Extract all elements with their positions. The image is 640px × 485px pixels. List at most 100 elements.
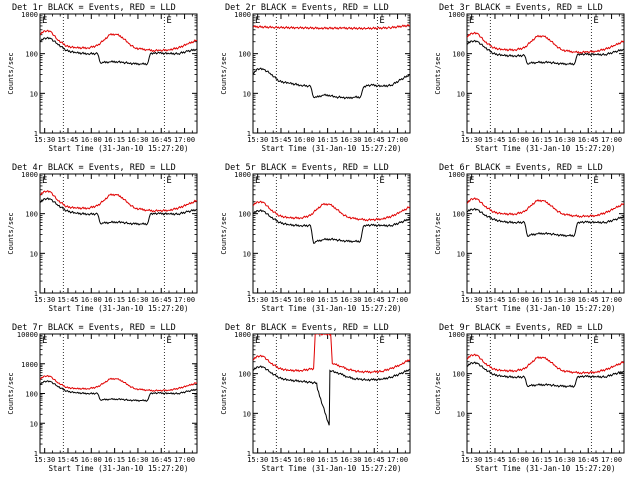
x-tick-label: 16:30 [554, 456, 575, 464]
detector-panel-7: Det 7r BLACK = Events, RED = LLD Counts/s… [7, 323, 198, 473]
series-events-line [467, 39, 624, 66]
y-axis-label: Counts/sec [7, 372, 15, 414]
y-axis-label: Counts/sec [220, 372, 228, 414]
y-tick-label: 1 [247, 290, 251, 298]
x-axis-label: Start Time (31-Jan-10 15:27:20) [262, 304, 402, 313]
plot-frame [466, 13, 625, 134]
y-tick-label: 1 [461, 450, 465, 458]
x-tick-label: 17:00 [387, 456, 408, 464]
x-tick-label: 16:45 [578, 456, 599, 464]
x-tick-label: 16:00 [508, 456, 529, 464]
series-lld-line [467, 197, 624, 218]
y-tick-label: 10 [30, 250, 38, 258]
corner-marker-left: E [255, 16, 260, 26]
x-tick-label: 16:15 [104, 136, 125, 144]
y-tick-label: 100 [238, 51, 251, 59]
x-tick-label: 16:00 [294, 456, 315, 464]
y-tick-label: 10000 [17, 331, 38, 339]
x-tick-label: 15:45 [484, 456, 505, 464]
y-axis-label: Counts/sec [220, 52, 228, 94]
x-tick-label: 16:45 [364, 456, 385, 464]
x-tick-label: 16:00 [508, 136, 529, 144]
x-tick-label: 16:45 [364, 296, 385, 304]
plot-frame [39, 173, 198, 294]
y-tick-label: 1000 [21, 361, 38, 369]
panel-title: Det 1r BLACK = Events, RED = LLD [12, 3, 176, 13]
x-tick-label: 17:00 [601, 296, 622, 304]
x-tick-label: 15:30 [34, 136, 55, 144]
corner-marker-right: E [379, 16, 384, 26]
x-tick-label: 16:30 [340, 456, 361, 464]
x-tick-label: 15:45 [57, 456, 78, 464]
x-tick-label: 17:00 [174, 296, 195, 304]
x-axis-label: Start Time (31-Jan-10 15:27:20) [262, 144, 402, 153]
x-tick-label: 15:45 [57, 296, 78, 304]
x-tick-label: 16:00 [508, 296, 529, 304]
panel-title: Det 9r BLACK = Events, RED = LLD [439, 323, 603, 333]
x-tick-label: 16:15 [104, 296, 125, 304]
y-axis-label: Counts/sec [7, 212, 15, 254]
x-tick-label: 15:30 [247, 456, 268, 464]
x-tick-label: 16:15 [317, 296, 338, 304]
x-tick-label: 15:30 [247, 136, 268, 144]
y-tick-label: 10 [30, 420, 38, 428]
detector-panel-3: Det 3r BLACK = Events, RED = LLD Counts/s… [434, 3, 625, 153]
series-lld-line [253, 23, 410, 31]
panel-title: Det 6r BLACK = Events, RED = LLD [439, 163, 603, 173]
series-lld-line [467, 31, 624, 54]
x-axis-label: Start Time (31-Jan-10 15:27:20) [262, 464, 402, 473]
series-lld-line [253, 334, 410, 374]
y-tick-label: 1 [247, 130, 251, 138]
x-tick-label: 15:30 [34, 296, 55, 304]
x-axis-label: Start Time (31-Jan-10 15:27:20) [476, 144, 616, 153]
x-tick-label: 16:00 [81, 456, 102, 464]
x-axis-label: Start Time (31-Jan-10 15:27:20) [49, 304, 189, 313]
corner-marker-right: E [379, 176, 384, 186]
x-axis-label: Start Time (31-Jan-10 15:27:20) [49, 144, 189, 153]
y-tick-label: 1000 [448, 331, 465, 339]
y-tick-label: 1 [461, 290, 465, 298]
series-events-line [253, 365, 410, 426]
plot-frame [39, 13, 198, 134]
y-tick-label: 1000 [234, 11, 251, 19]
x-tick-label: 16:00 [81, 296, 102, 304]
panel-title: Det 8r BLACK = Events, RED = LLD [225, 323, 389, 333]
x-tick-label: 16:00 [294, 136, 315, 144]
x-tick-label: 16:30 [340, 296, 361, 304]
x-tick-label: 15:45 [484, 296, 505, 304]
x-axis-label: Start Time (31-Jan-10 15:27:20) [476, 304, 616, 313]
y-tick-label: 100 [238, 371, 251, 379]
x-tick-label: 16:15 [531, 136, 552, 144]
detector-panel-6: Det 6r BLACK = Events, RED = LLD Counts/s… [434, 163, 625, 313]
y-tick-label: 1000 [448, 171, 465, 179]
y-tick-label: 1 [34, 290, 38, 298]
series-lld-line [467, 353, 624, 375]
x-tick-label: 16:45 [151, 296, 172, 304]
y-tick-label: 100 [25, 391, 38, 399]
series-lld-line [40, 29, 197, 53]
corner-marker-right: E [166, 336, 171, 346]
y-tick-label: 10 [243, 250, 251, 258]
corner-marker-right: E [593, 336, 598, 346]
y-axis-label: Counts/sec [220, 212, 228, 254]
panel-title: Det 3r BLACK = Events, RED = LLD [439, 3, 603, 13]
y-tick-label: 10 [243, 90, 251, 98]
y-tick-label: 100 [452, 211, 465, 219]
y-tick-label: 10 [243, 410, 251, 418]
x-tick-label: 16:15 [531, 456, 552, 464]
corner-marker-right: E [379, 336, 384, 346]
y-tick-label: 1000 [21, 11, 38, 19]
series-events-line [40, 197, 197, 226]
y-tick-label: 100 [452, 371, 465, 379]
x-tick-label: 17:00 [601, 456, 622, 464]
plot-frame [252, 13, 411, 134]
x-tick-label: 16:15 [531, 296, 552, 304]
y-tick-label: 1000 [448, 11, 465, 19]
x-tick-label: 16:15 [317, 136, 338, 144]
x-tick-label: 15:30 [247, 296, 268, 304]
x-tick-label: 16:45 [364, 136, 385, 144]
x-tick-label: 16:30 [127, 296, 148, 304]
x-tick-label: 16:00 [81, 136, 102, 144]
plot-frame [466, 333, 625, 454]
y-tick-label: 100 [238, 211, 251, 219]
